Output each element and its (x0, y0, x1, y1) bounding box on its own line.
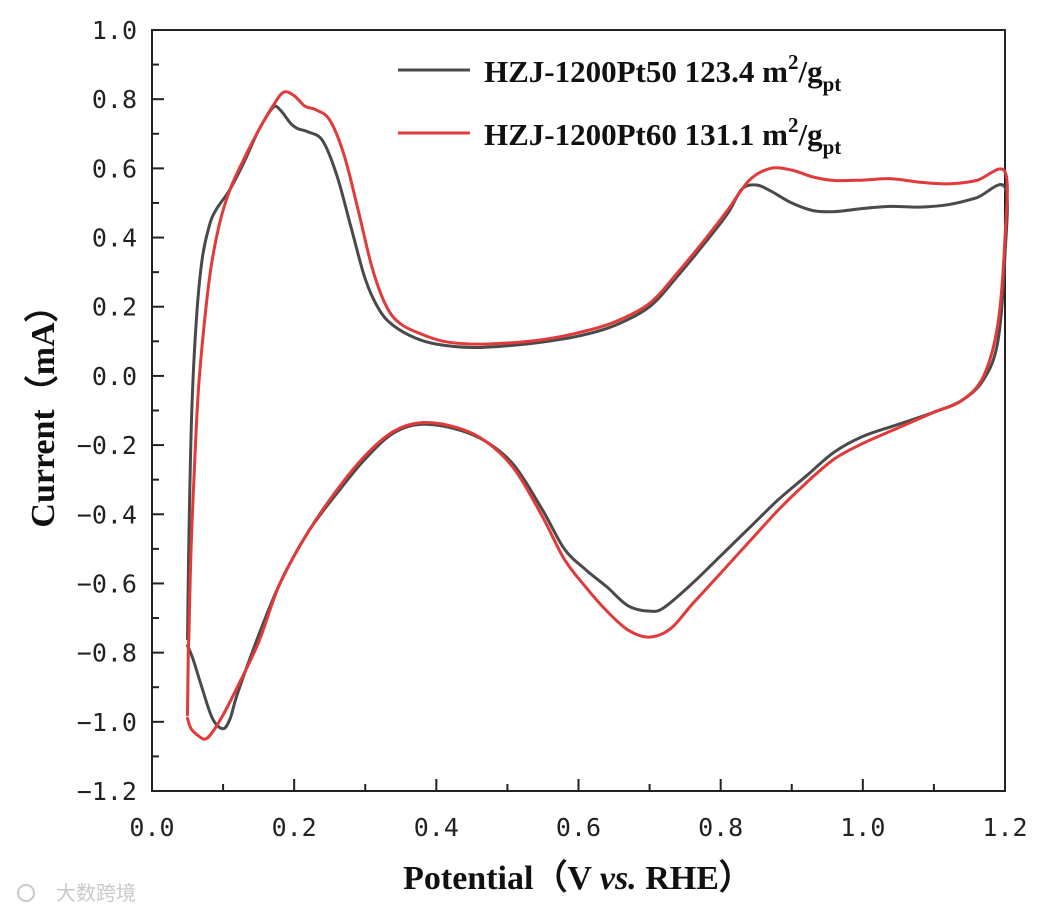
watermark-logo-icon (17, 884, 35, 902)
y-tick-label: 1.0 (92, 16, 137, 45)
y-tick-label: 0.8 (92, 85, 137, 114)
x-tick-label: 0.4 (414, 813, 459, 842)
legend-label-series-2: HZJ-1200Pt60 131.1 m2/gpt (484, 113, 841, 159)
data-curves (186, 90, 1009, 741)
x-tick-label: 1.0 (840, 813, 885, 842)
y-tick-label: 0.2 (92, 293, 137, 322)
y-tick-label: 0.6 (92, 154, 137, 183)
y-tick-label: 0.0 (92, 362, 137, 391)
y-tick-label: 0.4 (92, 224, 137, 253)
y-tick-label: −1.0 (77, 708, 137, 737)
series-line-2 (186, 90, 1009, 741)
watermark: 大数跨境 (17, 881, 136, 905)
x-tick-label: 0.0 (129, 813, 174, 842)
x-axis-title: Potential（V vs. RHE） (403, 858, 753, 897)
y-tick-label: −0.8 (77, 639, 137, 668)
y-tick-label: −0.2 (77, 431, 137, 460)
axis-ticks (151, 29, 1006, 792)
y-tick-label: −1.2 (77, 777, 137, 806)
y-axis-title: Current（mA） (23, 288, 62, 527)
x-tick-label: 1.2 (982, 813, 1027, 842)
series-line-1 (186, 104, 1009, 731)
x-tick-labels: 0.0 0.2 0.4 0.6 0.8 1.0 1.2 (129, 813, 1027, 842)
x-tick-label: 0.2 (272, 813, 317, 842)
y-tick-label: −0.4 (77, 500, 137, 529)
watermark-text: 大数跨境 (56, 881, 136, 905)
y-tick-label: −0.6 (77, 569, 137, 598)
y-tick-labels: 1.0 0.8 0.6 0.4 0.2 0.0 −0.2 −0.4 −0.6 −0.8 −1.0 −1… (77, 16, 137, 806)
x-tick-label: 0.8 (698, 813, 743, 842)
legend-label-series-1: HZJ-1200Pt50 123.4 m2/gpt (484, 50, 841, 96)
x-tick-label: 0.6 (556, 813, 601, 842)
legend: HZJ-1200Pt50 123.4 m2/gpt HZJ-1200Pt60 1… (398, 50, 841, 159)
